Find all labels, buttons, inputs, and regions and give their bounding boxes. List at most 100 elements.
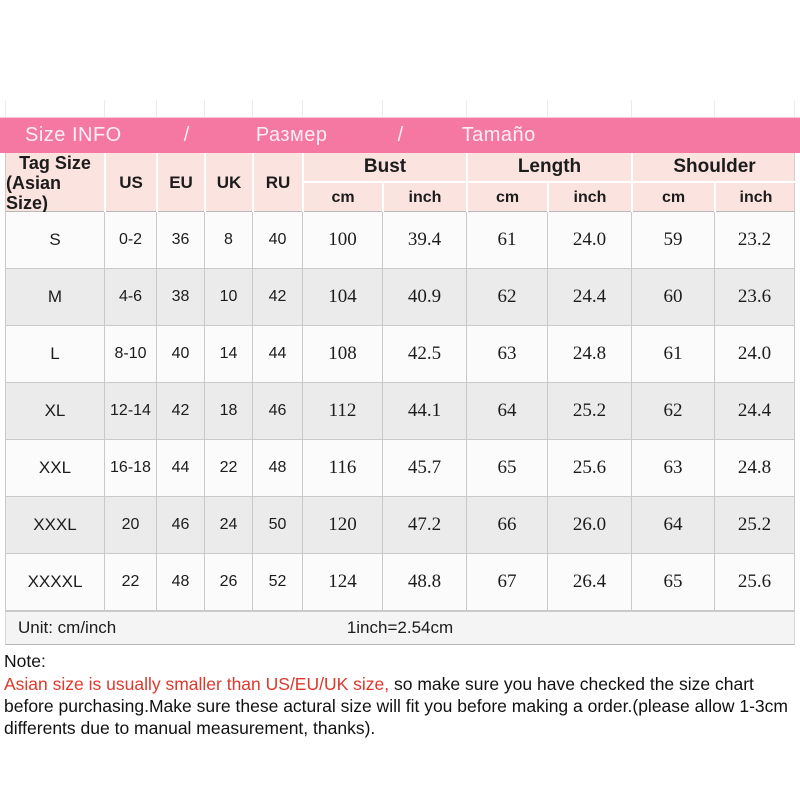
note-block: Note: Asian size is usually smaller than… bbox=[4, 650, 797, 739]
table-cell: 26.4 bbox=[548, 554, 632, 611]
table-row: M 4-6 38 10 42 104 40.9 62 24.4 60 23.6 bbox=[5, 269, 795, 326]
note-rest-text: so make sure you have checked the size c… bbox=[4, 674, 788, 738]
size-label-cell: M bbox=[5, 269, 105, 326]
table-cell: 16-18 bbox=[105, 440, 157, 497]
note-heading: Note: bbox=[4, 651, 46, 671]
table-cell: 40 bbox=[253, 212, 303, 269]
conversion-label: 1inch=2.54cm bbox=[346, 618, 454, 637]
table-cell: 38 bbox=[157, 269, 205, 326]
table-cell: 23.2 bbox=[715, 212, 795, 269]
table-cell: 124 bbox=[303, 554, 383, 611]
header-length: Length bbox=[468, 153, 633, 183]
table-cell: 42 bbox=[157, 383, 205, 440]
table-cell: 10 bbox=[205, 269, 253, 326]
table-cell: 61 bbox=[632, 326, 715, 383]
table-cell: 46 bbox=[253, 383, 303, 440]
table-cell: 25.6 bbox=[548, 440, 632, 497]
table-cell: 24.8 bbox=[715, 440, 795, 497]
table-body: S 0-2 36 8 40 100 39.4 61 24.0 59 23.2 M 4-6 38 10 42 10… bbox=[5, 212, 795, 611]
table-cell: 22 bbox=[105, 554, 157, 611]
table-cell: 40.9 bbox=[383, 269, 467, 326]
table-header: Tag Size (Asian Size) US EU UK RU Bust L… bbox=[5, 152, 796, 213]
note-paragraph: Asian size is usually smaller than US/EU… bbox=[4, 673, 797, 739]
table-cell: 24.4 bbox=[715, 383, 795, 440]
table-cell: 26 bbox=[205, 554, 253, 611]
table-cell: 24.0 bbox=[548, 212, 632, 269]
table-cell: 26.0 bbox=[548, 497, 632, 554]
table-cell: 39.4 bbox=[383, 212, 467, 269]
note-red-text: Asian size is usually smaller than US/EU… bbox=[4, 674, 390, 694]
table-row: XL 12-14 42 18 46 112 44.1 64 25.2 62 24.4 bbox=[5, 383, 795, 440]
table-cell: 64 bbox=[467, 383, 548, 440]
table-cell: 104 bbox=[303, 269, 383, 326]
table-cell: 25.2 bbox=[715, 497, 795, 554]
table-cell: 120 bbox=[303, 497, 383, 554]
unit-row: Unit: cm/inch 1inch=2.54cm bbox=[5, 611, 795, 645]
tag-size-header-line1: Tag Size bbox=[19, 152, 91, 173]
table-cell: 12-14 bbox=[105, 383, 157, 440]
table-cell: 116 bbox=[303, 440, 383, 497]
table-cell: 22 bbox=[205, 440, 253, 497]
table-cell: 8 bbox=[205, 212, 253, 269]
table-cell: 52 bbox=[253, 554, 303, 611]
table-cell: 59 bbox=[632, 212, 715, 269]
table-cell: 44 bbox=[157, 440, 205, 497]
table-cell: 66 bbox=[467, 497, 548, 554]
title-size-info: Size INFO bbox=[25, 124, 122, 146]
table-row: XXL 16-18 44 22 48 116 45.7 65 25.6 63 24.8 bbox=[5, 440, 795, 497]
size-label-cell: S bbox=[5, 212, 105, 269]
tag-size-header: Tag Size (Asian Size) bbox=[6, 152, 106, 213]
table-cell: 48.8 bbox=[383, 554, 467, 611]
header-shoulder: Shoulder bbox=[633, 153, 796, 183]
title-slash: / bbox=[183, 124, 190, 146]
header-shoulder-inch: inch bbox=[739, 188, 773, 206]
header-bust: Bust bbox=[304, 153, 468, 183]
header-length-inch: inch bbox=[549, 183, 633, 212]
table-cell: 64 bbox=[632, 497, 715, 554]
size-label-cell: L bbox=[5, 326, 105, 383]
table-row: S 0-2 36 8 40 100 39.4 61 24.0 59 23.2 bbox=[5, 212, 795, 269]
table-cell: 63 bbox=[467, 326, 548, 383]
table-cell: 25.2 bbox=[548, 383, 632, 440]
table-cell: 42.5 bbox=[383, 326, 467, 383]
table-cell: 20 bbox=[105, 497, 157, 554]
header-bust-inch: inch bbox=[384, 183, 468, 212]
size-label-cell: XXXXL bbox=[5, 554, 105, 611]
top-gridline-strip bbox=[5, 100, 795, 117]
table-cell: 24.8 bbox=[548, 326, 632, 383]
table-cell: 48 bbox=[253, 440, 303, 497]
table-cell: 47.2 bbox=[383, 497, 467, 554]
unit-label: Unit: cm/inch bbox=[18, 618, 117, 637]
table-cell: 62 bbox=[632, 383, 715, 440]
table-cell: 18 bbox=[205, 383, 253, 440]
table-cell: 24.4 bbox=[548, 269, 632, 326]
header-eu: EU bbox=[158, 153, 206, 212]
title-razmer: Размер bbox=[255, 124, 328, 146]
table-cell: 25.6 bbox=[715, 554, 795, 611]
header-bust-cm: cm bbox=[304, 183, 384, 212]
header-uk: UK bbox=[206, 153, 254, 212]
table-cell: 8-10 bbox=[105, 326, 157, 383]
table-row: XXXL 20 46 24 50 120 47.2 66 26.0 64 25.2 bbox=[5, 497, 795, 554]
table-cell: 0-2 bbox=[105, 212, 157, 269]
table-cell: 36 bbox=[157, 212, 205, 269]
size-label-cell: XXL bbox=[5, 440, 105, 497]
header-us: US bbox=[106, 153, 158, 212]
table-cell: 48 bbox=[157, 554, 205, 611]
tag-size-header-line2: (Asian Size) bbox=[6, 172, 62, 213]
table-cell: 45.7 bbox=[383, 440, 467, 497]
table-cell: 108 bbox=[303, 326, 383, 383]
table-cell: 44.1 bbox=[383, 383, 467, 440]
table-cell: 50 bbox=[253, 497, 303, 554]
title-slash: / bbox=[397, 124, 404, 146]
table-cell: 23.6 bbox=[715, 269, 795, 326]
table-cell: 46 bbox=[157, 497, 205, 554]
size-label-cell: XL bbox=[5, 383, 105, 440]
table-cell: 65 bbox=[467, 440, 548, 497]
header-shoulder-cm: cm bbox=[633, 183, 716, 212]
table-cell: 42 bbox=[253, 269, 303, 326]
table-cell: 44 bbox=[253, 326, 303, 383]
table-row: XXXXL 22 48 26 52 124 48.8 67 26.4 65 25.6 bbox=[5, 554, 795, 611]
header-length-cm: cm bbox=[468, 183, 549, 212]
